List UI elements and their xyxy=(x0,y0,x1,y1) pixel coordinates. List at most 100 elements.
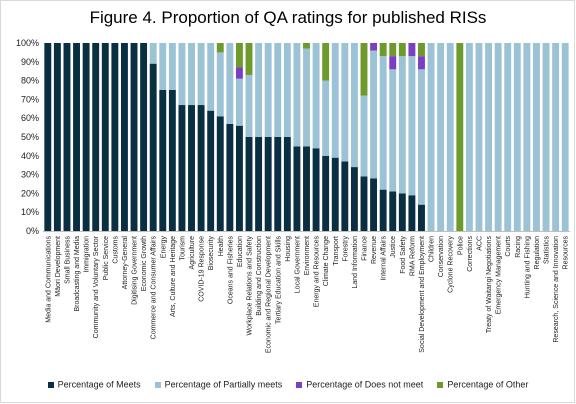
bar-segment-1 xyxy=(53,43,61,231)
bar-segment-2 xyxy=(389,69,397,192)
y-tick-label: 20% xyxy=(21,188,39,198)
bar-segment-2 xyxy=(312,43,320,149)
bar-segment-2 xyxy=(207,43,215,111)
bar-segment-2 xyxy=(504,43,512,231)
legend-swatch xyxy=(47,381,54,388)
bar-segment-2 xyxy=(216,52,224,117)
category-label: Research, Science and Innovation xyxy=(553,236,560,343)
category-label: Education xyxy=(237,236,244,267)
bar-segment-2 xyxy=(331,43,339,158)
bar-segment-1 xyxy=(101,43,109,231)
bar-segment-2 xyxy=(322,80,330,156)
category-label: Resources xyxy=(563,236,570,270)
bar-segment-1 xyxy=(168,90,176,231)
bar-segment-1 xyxy=(92,43,100,231)
bar-segment-2 xyxy=(552,43,560,231)
bar-segment-1 xyxy=(360,176,368,231)
bar-segment-2 xyxy=(408,56,416,196)
category-label: Racing xyxy=(515,236,522,258)
category-label: Economic Growth xyxy=(141,236,148,291)
y-tick-label: 0% xyxy=(26,226,39,236)
bar-segment-4 xyxy=(360,43,368,96)
bar-segment-1 xyxy=(274,137,282,231)
chart-title: Figure 4. Proportion of QA ratings for p… xyxy=(89,8,487,27)
legend: Percentage of Meets Percentage of Partial… xyxy=(0,379,576,390)
category-label: Police xyxy=(457,236,464,255)
bar-segment-1 xyxy=(44,43,52,231)
bar-segment-4 xyxy=(303,43,310,49)
category-label: Environment xyxy=(304,236,311,275)
y-tick-label: 10% xyxy=(21,207,39,217)
bar-segment-1 xyxy=(149,63,157,232)
bar-segment-1 xyxy=(226,123,234,231)
bar-segment-1 xyxy=(140,43,148,231)
category-label: RMA Reform xyxy=(409,236,416,276)
category-label: Broadcasting and Media xyxy=(74,236,81,312)
category-label: Small Business xyxy=(64,236,71,284)
y-tick-label: 70% xyxy=(21,94,39,104)
bar-segment-2 xyxy=(398,56,406,194)
category-label: Workplace Relations and Safety xyxy=(247,236,254,336)
category-label: Agriculture xyxy=(189,236,196,270)
bar-segment-1 xyxy=(264,137,272,231)
category-label: Cyclone Recovery xyxy=(448,236,455,293)
bar-segment-2 xyxy=(379,56,387,190)
bar-segment-3 xyxy=(235,67,243,79)
category-label: ACC xyxy=(476,236,483,251)
bar-segment-4 xyxy=(456,43,464,231)
bar-segment-1 xyxy=(418,204,425,231)
bar-segment-1 xyxy=(303,146,310,231)
bar-segment-2 xyxy=(485,43,493,231)
legend-label: Percentage of Partially meets xyxy=(164,379,283,390)
bar-segment-1 xyxy=(408,195,416,231)
category-label: Emergency Management xyxy=(496,236,503,314)
bar-segment-2 xyxy=(283,43,291,137)
bar-segment-3 xyxy=(418,56,425,70)
bar-segment-2 xyxy=(360,95,368,177)
category-label: Public Service xyxy=(103,236,110,280)
bar-segment-2 xyxy=(274,43,282,137)
category-label: Transport xyxy=(333,236,340,266)
bar-segment-2 xyxy=(542,43,550,231)
bar-segment-2 xyxy=(264,43,272,137)
legend-swatch xyxy=(296,381,303,388)
bar-segment-1 xyxy=(370,178,378,231)
category-label: Courts xyxy=(505,236,512,257)
bar-segment-1 xyxy=(197,105,205,231)
bar-segment-2 xyxy=(427,43,435,231)
bar-segment-1 xyxy=(188,105,195,231)
bar-segment-1 xyxy=(322,155,330,231)
bar-segment-2 xyxy=(149,43,157,64)
category-label: Treaty of Waitangi Negotiations xyxy=(486,236,493,334)
category-label: Māori Development xyxy=(55,236,62,297)
legend-item: Percentage of Does not meet xyxy=(296,379,423,390)
bar-segment-1 xyxy=(159,90,167,231)
bar-segment-1 xyxy=(283,137,291,231)
category-label: Customs xyxy=(112,236,119,264)
category-label: Attorney-General xyxy=(122,236,129,290)
bar-segment-2 xyxy=(513,43,521,231)
bar-segment-2 xyxy=(523,43,531,231)
bar-segment-1 xyxy=(82,43,90,231)
legend-label: Percentage of Other xyxy=(447,379,529,390)
category-label: Biosecurity xyxy=(208,236,215,271)
category-label: Economic and Regional Development xyxy=(266,236,273,353)
bar-segment-1 xyxy=(398,193,406,231)
category-label: Conservation xyxy=(438,236,445,277)
bar-segment-3 xyxy=(408,43,416,57)
bar-segment-2 xyxy=(178,43,186,106)
bar-segment-2 xyxy=(235,78,243,126)
bar-segment-1 xyxy=(73,43,80,231)
legend-swatch xyxy=(154,381,161,388)
bar-segment-2 xyxy=(293,43,301,147)
bar-segment-2 xyxy=(561,43,569,231)
category-label: Digitising Government xyxy=(132,236,139,305)
bar-segment-1 xyxy=(350,167,358,231)
bar-segment-2 xyxy=(341,43,349,162)
category-label: Statistics xyxy=(544,236,551,265)
category-label: COVID-19 Response xyxy=(199,236,206,302)
category-label: Building and Construction xyxy=(256,236,263,316)
bar-segment-1 xyxy=(235,125,243,231)
